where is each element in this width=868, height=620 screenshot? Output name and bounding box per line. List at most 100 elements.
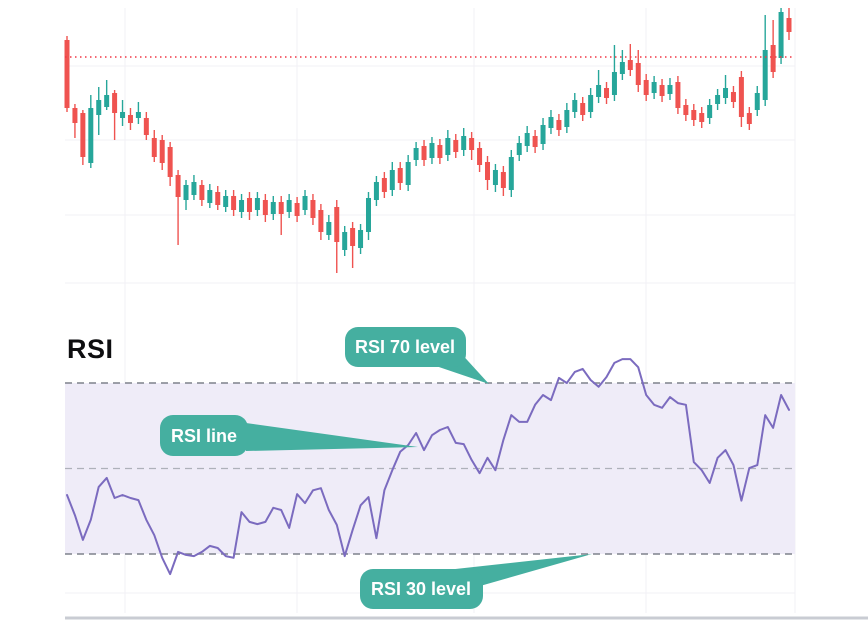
candle-bullish (96, 100, 102, 115)
candle-bearish (262, 200, 268, 215)
candle-bearish (786, 18, 792, 32)
rsi-panel-title: RSI (67, 334, 114, 364)
candle-bullish (754, 93, 760, 110)
candle-bearish (294, 203, 300, 216)
candle-bullish (429, 143, 435, 158)
candle-bullish (389, 170, 395, 190)
candle-bearish (604, 88, 610, 98)
candle-bearish (199, 185, 205, 200)
candle-bearish (659, 85, 665, 96)
candle-bullish (651, 82, 657, 93)
candle-bearish (437, 145, 443, 158)
candle-bullish (492, 170, 498, 185)
callout-line-tail-pointer (246, 423, 418, 451)
candle-bullish (572, 100, 578, 112)
candle-bearish (643, 80, 649, 95)
candle-bullish (778, 12, 784, 58)
callout-rsi-line: RSI line (160, 415, 418, 456)
candle-bearish (421, 146, 427, 160)
candle-bearish (691, 110, 697, 120)
candle-bullish (619, 62, 625, 74)
candle-bullish (611, 72, 617, 95)
candle-bullish (373, 182, 379, 200)
candle-bearish (72, 108, 78, 123)
candle-bearish (215, 192, 221, 205)
candle-bearish (80, 113, 86, 157)
candle-bullish (302, 196, 308, 210)
candle-bearish (738, 77, 744, 117)
candle-bearish (485, 162, 491, 180)
candle-bullish (286, 200, 292, 212)
callout-line-bubble (160, 415, 248, 456)
candle-bearish (112, 93, 118, 113)
callout-70-label: RSI 70 level (355, 337, 455, 357)
candle-bullish (508, 157, 514, 190)
candle-bullish (667, 85, 673, 94)
candle-bearish (334, 207, 340, 242)
callout-rsi-70-level: RSI 70 level (345, 327, 489, 384)
candle-bullish (405, 162, 411, 185)
candle-bearish (453, 140, 459, 152)
rsi-line-path (66, 358, 790, 576)
callout-30-label: RSI 30 level (371, 579, 471, 599)
candle-bearish (167, 147, 173, 177)
callout-30-bubble (360, 569, 483, 609)
callout-rsi-30-level: RSI 30 level (360, 554, 592, 609)
candle-bearish (64, 40, 70, 108)
candle-bearish (580, 103, 586, 115)
candle-bearish (231, 196, 237, 210)
candle-bearish (310, 200, 316, 218)
candle-bullish (223, 196, 229, 207)
candle-bearish (477, 148, 483, 165)
candle-bullish (239, 200, 245, 212)
candle-bearish (469, 138, 475, 150)
candle-bearish (500, 172, 506, 188)
candle-bearish (397, 168, 403, 183)
candle-bearish (532, 136, 538, 147)
candle-bullish (358, 230, 364, 248)
candle-bearish (683, 105, 689, 115)
candle-bullish (540, 125, 546, 144)
candle-bullish (445, 138, 451, 155)
candle-bearish (627, 60, 633, 70)
price-candlestick-panel (64, 8, 792, 273)
candle-bearish (675, 82, 681, 108)
candle-bullish (104, 95, 110, 107)
candle-bullish (524, 133, 530, 146)
candle-bearish (127, 115, 133, 123)
rsi-line-series (66, 358, 790, 576)
candle-bearish (278, 202, 284, 214)
candle-bullish (365, 198, 371, 232)
candle-bearish (159, 140, 165, 163)
callout-70-bubble (345, 327, 466, 367)
candle-bullish (135, 112, 141, 118)
candle-bullish (564, 110, 570, 127)
candle-bullish (183, 185, 189, 200)
callout-line-label: RSI line (171, 426, 237, 446)
candle-bullish (270, 202, 276, 214)
candle-bearish (151, 138, 157, 157)
candle-bullish (548, 117, 554, 128)
candle-bearish (246, 198, 252, 212)
candle-bearish (143, 118, 149, 135)
candle-bullish (326, 222, 332, 235)
candle-bullish (207, 190, 213, 203)
candle-bullish (88, 108, 94, 163)
candle-bullish (516, 143, 522, 155)
candle-bearish (635, 63, 641, 85)
candle-bearish (699, 113, 705, 122)
candle-bearish (730, 92, 736, 102)
candle-bullish (120, 112, 126, 118)
candle-bullish (588, 95, 594, 112)
candle-bullish (191, 182, 197, 195)
candle-bearish (556, 120, 562, 130)
candle-bullish (596, 85, 602, 97)
candle-bearish (770, 45, 776, 72)
candle-bearish (381, 178, 387, 192)
candle-bullish (254, 198, 260, 210)
candle-bullish (342, 232, 348, 250)
candle-bullish (762, 50, 768, 100)
candle-bearish (175, 175, 181, 197)
